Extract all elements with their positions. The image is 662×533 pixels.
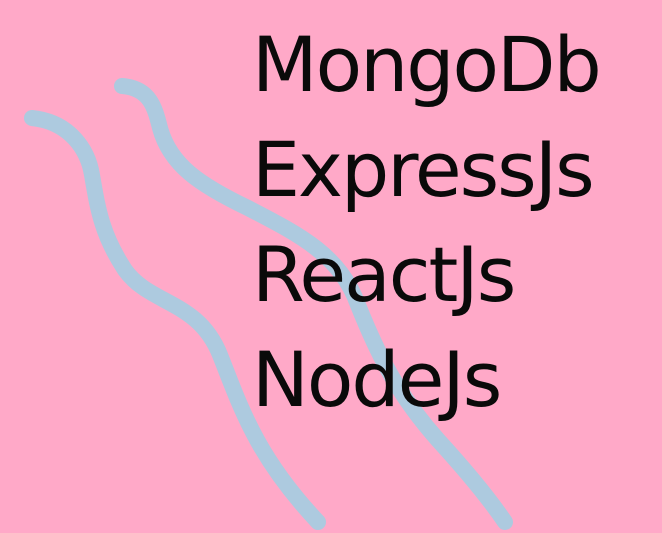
stack-item-reactjs: ReactJs	[252, 230, 516, 319]
stack-item-nodejs: NodeJs	[252, 335, 502, 424]
wave-stroke-right	[114, 78, 513, 530]
wave-stroke-left	[24, 110, 326, 530]
stack-item-expressjs: ExpressJs	[252, 125, 595, 214]
tech-stack-list: MongoDb ExpressJs ReactJs NodeJs	[252, 12, 602, 432]
stack-item-mongodb: MongoDb	[252, 20, 602, 109]
